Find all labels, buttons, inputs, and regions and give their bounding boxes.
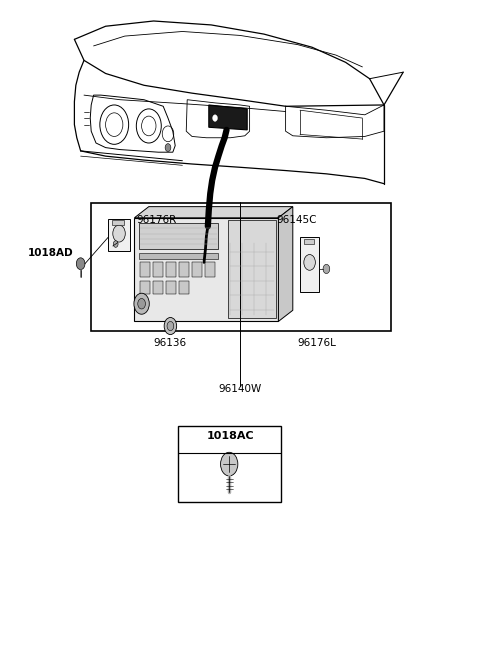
Bar [139, 223, 218, 249]
Bar [179, 262, 189, 277]
Polygon shape [134, 207, 293, 218]
Polygon shape [278, 207, 293, 321]
Circle shape [220, 453, 238, 476]
Text: 96140W: 96140W [218, 384, 262, 394]
Text: 96136: 96136 [154, 338, 187, 348]
Bar [178, 426, 281, 502]
Bar [179, 281, 189, 294]
Polygon shape [108, 219, 130, 251]
Bar [153, 281, 163, 294]
Bar [140, 262, 150, 277]
Polygon shape [228, 220, 276, 318]
Bar [112, 220, 124, 225]
Circle shape [113, 241, 118, 247]
Circle shape [165, 144, 171, 152]
Text: 1018AC: 1018AC [206, 431, 254, 441]
Polygon shape [300, 237, 319, 292]
Text: 96145C: 96145C [276, 215, 316, 225]
Bar [192, 262, 202, 277]
Bar [304, 239, 314, 244]
Text: 96176R: 96176R [137, 215, 177, 225]
Bar [139, 253, 218, 259]
Circle shape [113, 225, 125, 242]
Text: 96176L: 96176L [298, 338, 336, 348]
Bar [91, 203, 391, 331]
Bar [166, 262, 176, 277]
Circle shape [213, 115, 217, 121]
Circle shape [164, 318, 177, 335]
Text: 1018AD: 1018AD [28, 247, 73, 258]
Circle shape [323, 264, 330, 274]
Circle shape [76, 258, 85, 270]
Bar [153, 262, 163, 277]
Bar [140, 281, 150, 294]
Polygon shape [209, 105, 247, 130]
Circle shape [304, 255, 315, 270]
Bar [166, 281, 176, 294]
Bar [205, 262, 215, 277]
Circle shape [167, 321, 174, 331]
Polygon shape [134, 218, 278, 321]
Circle shape [134, 293, 149, 314]
Circle shape [138, 298, 145, 309]
